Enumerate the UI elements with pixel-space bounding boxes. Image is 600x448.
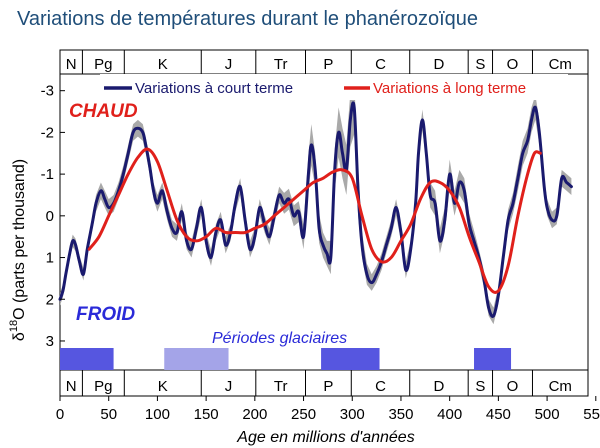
- y-axis-label-sup: 18: [8, 320, 20, 332]
- series-lines: [58, 101, 573, 318]
- y-tick-label: 3: [46, 333, 54, 350]
- y-tick-label: -1: [41, 166, 54, 183]
- y-axis-label: δ18O (parts per thousand): [8, 159, 28, 341]
- y-axis-label-text: O (parts per thousand): [11, 159, 28, 320]
- hot-label: CHAUD: [69, 101, 138, 122]
- x-tick-label: 450: [486, 406, 511, 423]
- y-tick-label: -2: [41, 124, 54, 141]
- period-bottom-label: Cm: [549, 378, 572, 395]
- period-top-label: P: [323, 56, 333, 73]
- cold-label: FROID: [76, 304, 135, 325]
- period-bottom-frame: [59, 369, 589, 397]
- glacial-bar: [164, 348, 229, 370]
- period-bottom-label: K: [158, 378, 168, 395]
- x-tick-label: 200: [242, 406, 267, 423]
- x-tick-label: 250: [291, 406, 316, 423]
- y-tick-label: -3: [41, 83, 54, 100]
- y-tick-label: 2: [46, 291, 54, 308]
- x-tick-label: 300: [340, 406, 365, 423]
- chart-title: Variations de températures durant le pha…: [17, 8, 478, 30]
- period-top-frame: [59, 49, 589, 75]
- x-tick-label: 400: [437, 406, 462, 423]
- period-top-label: K: [158, 56, 168, 73]
- period-bottom-label: J: [225, 378, 233, 395]
- period-bottom-label: O: [507, 378, 519, 395]
- period-top-label: J: [225, 56, 233, 73]
- legend-label-short: Variations à court terme: [135, 80, 293, 97]
- y-axis-label-delta: δ: [11, 332, 28, 341]
- period-top-label: C: [375, 56, 386, 73]
- legend-label-long: Variations à long terme: [373, 80, 526, 97]
- period-bar-bottom: N Pg K J Tr P C D S O Cm: [59, 369, 589, 397]
- period-bottom-label: D: [434, 378, 445, 395]
- period-top-label: Tr: [274, 56, 288, 73]
- x-tick-label: 150: [194, 406, 219, 423]
- period-top-label: O: [507, 56, 519, 73]
- period-bottom-label: C: [375, 378, 386, 395]
- x-tick-label: 0: [56, 406, 64, 423]
- glacial-bar: [474, 348, 512, 370]
- legend-box: [100, 74, 568, 100]
- period-bottom-label: Pg: [94, 378, 112, 395]
- period-top-label: N: [66, 56, 77, 73]
- series-long-term-line: [87, 147, 542, 294]
- glacial-periods-label: Périodes glaciaires: [212, 330, 347, 347]
- glacial-bar: [60, 348, 114, 370]
- x-tick-label: 500: [535, 406, 560, 423]
- x-tick-label: 350: [388, 406, 413, 423]
- legend: Variations à court terme Variations à lo…: [100, 74, 568, 100]
- glacial-periods: [60, 348, 512, 370]
- glacial-bar: [321, 348, 380, 370]
- period-bottom-label: N: [66, 378, 77, 395]
- period-bottom-label: P: [323, 378, 333, 395]
- x-tick-label: 50: [100, 406, 117, 423]
- period-top-label: Pg: [94, 56, 112, 73]
- period-top-label: S: [475, 56, 485, 73]
- period-bottom-label: S: [475, 378, 485, 395]
- period-bottom-label: Tr: [274, 378, 288, 395]
- x-axis-label: Age en millions d'années: [236, 429, 414, 446]
- period-top-label: D: [434, 56, 445, 73]
- y-tick-label: 1: [46, 250, 54, 267]
- x-axis: 0 50 100 150 200 250 300 350 400 450 500 550: [56, 396, 600, 423]
- x-tick-label: 100: [145, 406, 170, 423]
- period-top-label: Cm: [549, 56, 572, 73]
- x-tick-label: 550: [583, 406, 600, 423]
- period-bar-top: N Pg K J Tr P C D S O Cm: [59, 49, 589, 75]
- y-tick-label: 0: [46, 208, 54, 225]
- y-axis: -3 -2 -1 0 1 2 3: [41, 83, 65, 350]
